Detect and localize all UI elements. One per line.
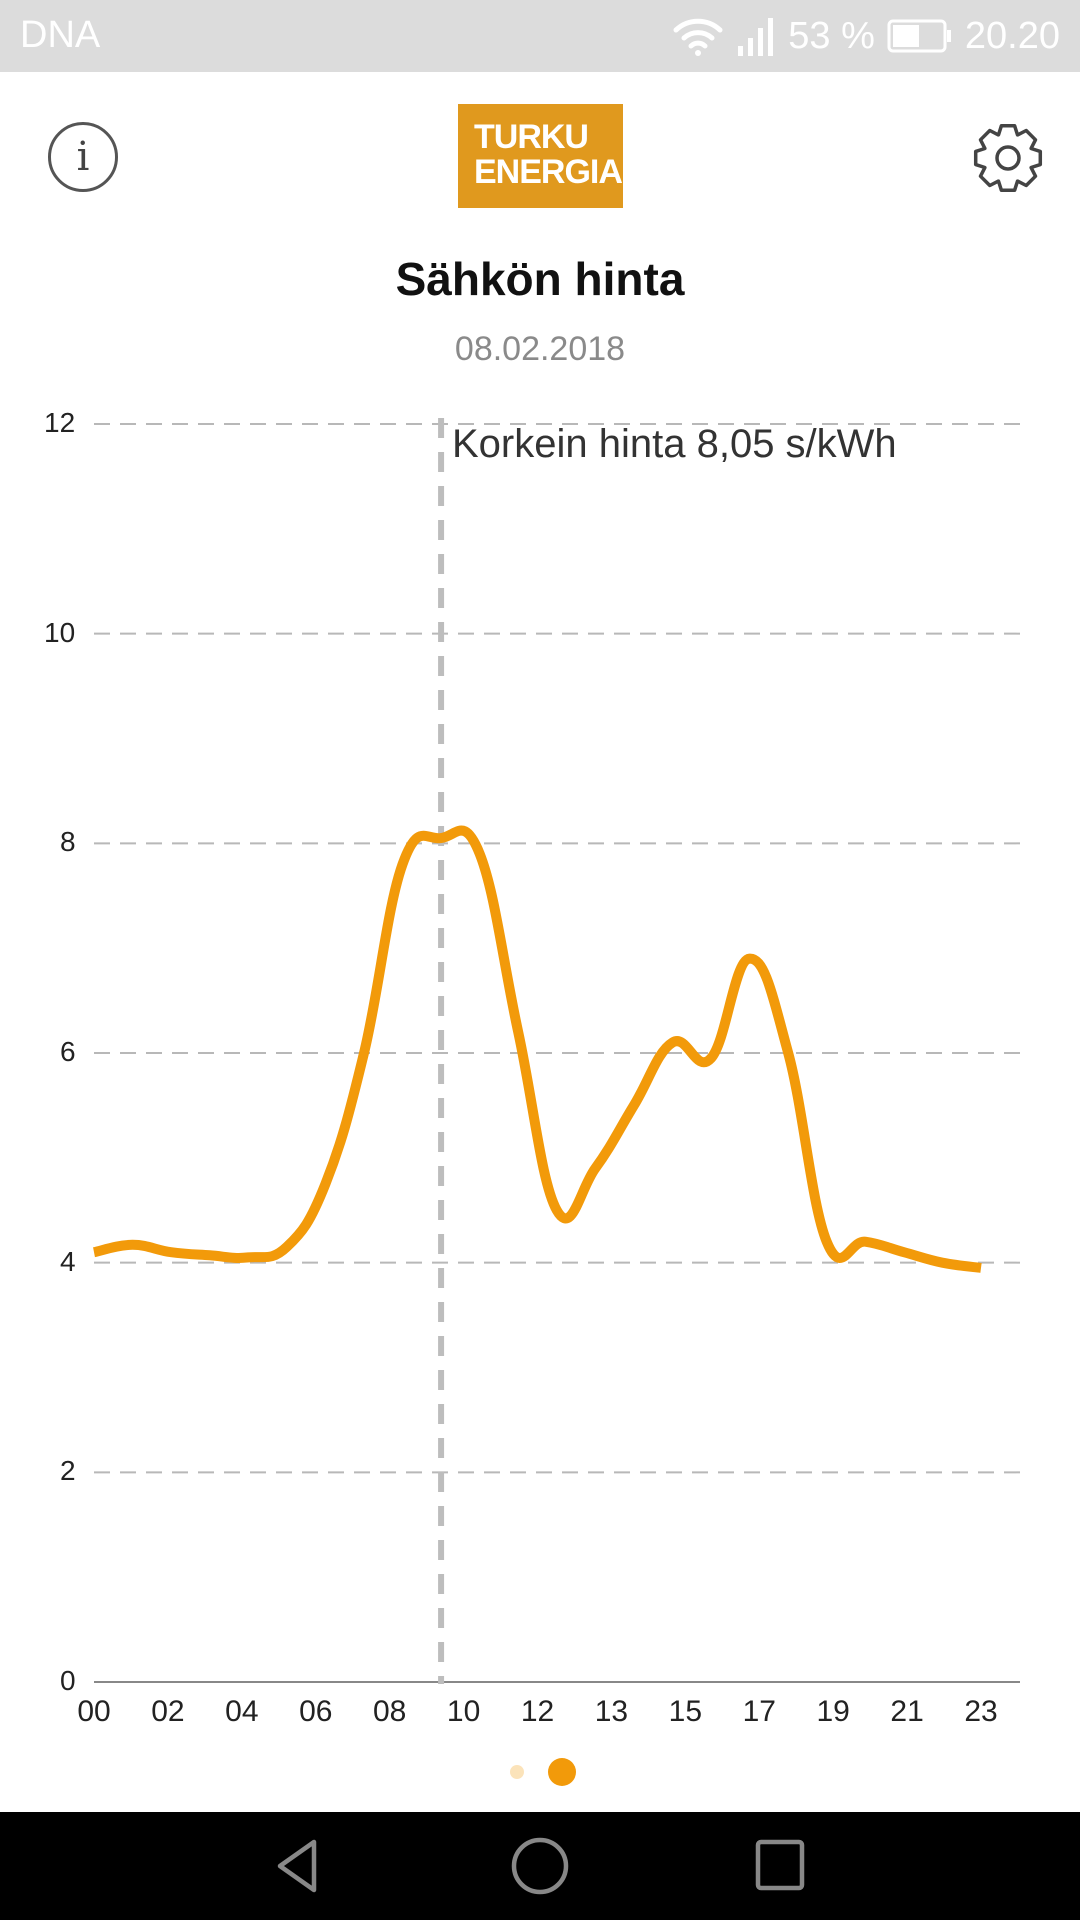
x-tick-label: 12 xyxy=(520,1695,555,1728)
logo-line-1: TURKU xyxy=(474,118,589,156)
battery-icon xyxy=(887,19,951,53)
navigation-bar xyxy=(0,1812,1080,1920)
logo-line-2: ENERGIA xyxy=(474,153,623,191)
x-tick-label: 08 xyxy=(372,1695,407,1728)
page-indicator xyxy=(0,1756,1080,1786)
battery-percent: 53 % xyxy=(788,14,875,57)
y-tick-label: 4 xyxy=(60,1245,76,1277)
y-tick-label: 8 xyxy=(60,826,76,858)
x-tick-label: 15 xyxy=(668,1695,703,1728)
x-tick-label: 13 xyxy=(594,1695,629,1728)
x-tick-label: 06 xyxy=(299,1695,333,1728)
signal-icon xyxy=(738,18,774,56)
x-tick-label: 02 xyxy=(151,1695,185,1728)
page-dot-1[interactable] xyxy=(510,1765,524,1779)
back-icon[interactable] xyxy=(268,1834,332,1898)
app-header: i TURKU ENERGIA xyxy=(0,72,1080,242)
recents-icon[interactable] xyxy=(748,1834,812,1898)
x-tick-label: 21 xyxy=(890,1695,924,1728)
x-tick-label: 04 xyxy=(225,1695,259,1728)
x-tick-label: 23 xyxy=(964,1695,998,1728)
page-dot-2[interactable] xyxy=(548,1758,576,1786)
x-tick-label: 17 xyxy=(742,1695,776,1728)
y-tick-label: 6 xyxy=(60,1036,76,1067)
page-title: Sähkön hinta xyxy=(395,253,685,305)
clock: 20.20 xyxy=(964,14,1060,57)
turku-energia-logo: TURKU ENERGIA xyxy=(458,104,623,208)
page-date: 08.02.2018 xyxy=(454,330,626,368)
info-icon: i xyxy=(76,134,90,180)
x-tick-label: 00 xyxy=(77,1695,111,1728)
info-button[interactable]: i xyxy=(48,122,118,192)
y-tick-label: 12 xyxy=(44,407,76,438)
y-tick-label: 2 xyxy=(60,1455,76,1487)
wifi-icon xyxy=(673,18,723,56)
status-bar: DNA 53 % 20.20 xyxy=(0,0,1080,72)
x-tick-label: 10 xyxy=(446,1695,481,1728)
max-price-annotation: Korkein hinta 8,05 s/kWh xyxy=(452,422,897,466)
y-tick-label: 10 xyxy=(44,616,76,648)
gear-icon xyxy=(973,123,1043,193)
settings-button[interactable] xyxy=(970,120,1046,196)
chart-plot xyxy=(92,418,1020,1684)
home-icon[interactable] xyxy=(508,1834,572,1898)
price-line xyxy=(92,825,982,1273)
y-tick-label: 0 xyxy=(60,1665,76,1696)
carrier-label: DNA xyxy=(20,14,101,56)
price-chart: 0 2 4 6 8 10 12 00 02 04 06 08 10 12 13 15 17 19 21 23 Kor… xyxy=(0,400,1080,1730)
x-tick-label: 19 xyxy=(816,1695,850,1728)
status-icons: 53 % 20.20 xyxy=(672,10,1060,62)
